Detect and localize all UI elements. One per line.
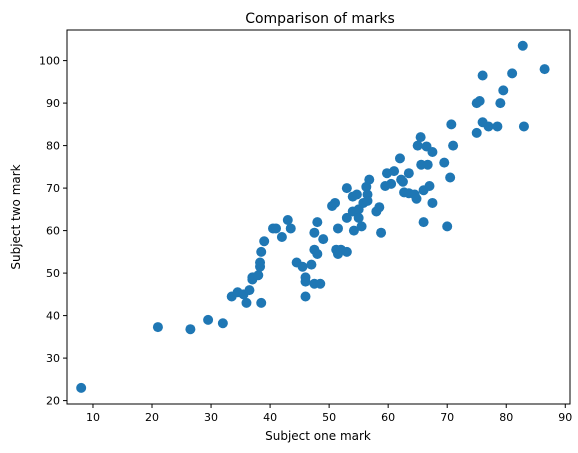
data-point [241, 297, 252, 308]
x-tick-label: 10 [86, 411, 100, 424]
data-point [397, 176, 408, 187]
data-point [394, 153, 405, 164]
data-point [439, 157, 450, 168]
y-tick-label: 50 [46, 267, 60, 280]
y-tick-label: 80 [46, 140, 60, 153]
y-tick-label: 90 [46, 97, 60, 110]
y-tick-label: 40 [46, 310, 60, 323]
data-point [427, 146, 438, 157]
data-point [309, 227, 320, 238]
data-point [477, 70, 488, 81]
x-tick-label: 20 [145, 411, 159, 424]
data-point [203, 314, 214, 325]
data-point [415, 132, 426, 143]
x-tick-label: 80 [499, 411, 513, 424]
y-tick-label: 100 [39, 55, 60, 68]
x-tick-label: 90 [558, 411, 572, 424]
data-point [256, 246, 267, 257]
data-point [353, 212, 364, 223]
data-point [422, 159, 433, 170]
data-point [255, 257, 266, 268]
data-point [185, 324, 196, 335]
data-point [448, 140, 459, 151]
data-point [446, 119, 457, 130]
data-point [312, 217, 323, 228]
data-point [445, 172, 456, 183]
data-point [259, 236, 270, 247]
y-tick-label: 60 [46, 225, 60, 238]
points-layer [76, 40, 550, 393]
data-point [364, 174, 375, 185]
data-point [492, 121, 503, 132]
data-point [217, 318, 228, 329]
plot-frame [66, 29, 571, 405]
data-point [256, 297, 267, 308]
data-point [330, 197, 341, 208]
data-point [471, 127, 482, 138]
data-point [253, 270, 264, 281]
data-point [362, 195, 373, 206]
data-point [300, 291, 311, 302]
data-point [152, 322, 163, 333]
data-point [332, 223, 343, 234]
data-point [442, 221, 453, 232]
data-point [315, 278, 326, 289]
data-point [341, 246, 352, 257]
y-axis-label: Subject two mark [9, 164, 23, 269]
data-point [348, 225, 359, 236]
data-point [517, 40, 528, 51]
x-axis-ticks: 10 20 30 40 50 60 70 80 90 [86, 404, 572, 424]
x-tick-label: 70 [440, 411, 454, 424]
data-point [285, 223, 296, 234]
data-point [427, 197, 438, 208]
data-point [386, 178, 397, 189]
y-tick-label: 30 [46, 352, 60, 365]
data-point [376, 227, 387, 238]
data-point [276, 231, 287, 242]
y-axis-ticks: 20 30 40 50 60 70 80 90 100 [39, 55, 67, 408]
data-point [76, 382, 87, 393]
data-point [403, 168, 414, 179]
chart-title: Comparison of marks [245, 11, 395, 27]
x-tick-label: 50 [322, 411, 336, 424]
data-point [389, 166, 400, 177]
y-tick-label: 20 [46, 395, 60, 408]
data-point [306, 259, 317, 270]
data-point [244, 285, 255, 296]
x-tick-label: 40 [263, 411, 277, 424]
data-point [341, 212, 352, 223]
y-tick-label: 70 [46, 182, 60, 195]
data-point [518, 121, 529, 132]
data-point [374, 202, 385, 213]
data-point [411, 193, 422, 204]
x-tick-label: 60 [381, 411, 395, 424]
data-point [498, 85, 509, 96]
data-point [312, 248, 323, 259]
data-point [318, 234, 329, 245]
data-point [341, 183, 352, 194]
data-point [424, 180, 435, 191]
data-point [351, 189, 362, 200]
x-tick-label: 30 [204, 411, 218, 424]
data-point [483, 121, 494, 132]
data-point [300, 276, 311, 287]
data-point [356, 221, 367, 232]
data-point [474, 95, 485, 106]
data-point [418, 217, 429, 228]
data-point [297, 261, 308, 272]
data-point [539, 64, 550, 75]
data-point [270, 223, 281, 234]
data-point [412, 140, 423, 151]
x-axis-label: Subject one mark [265, 429, 371, 443]
data-point [282, 214, 293, 225]
data-point [495, 98, 506, 109]
data-point [507, 68, 518, 79]
